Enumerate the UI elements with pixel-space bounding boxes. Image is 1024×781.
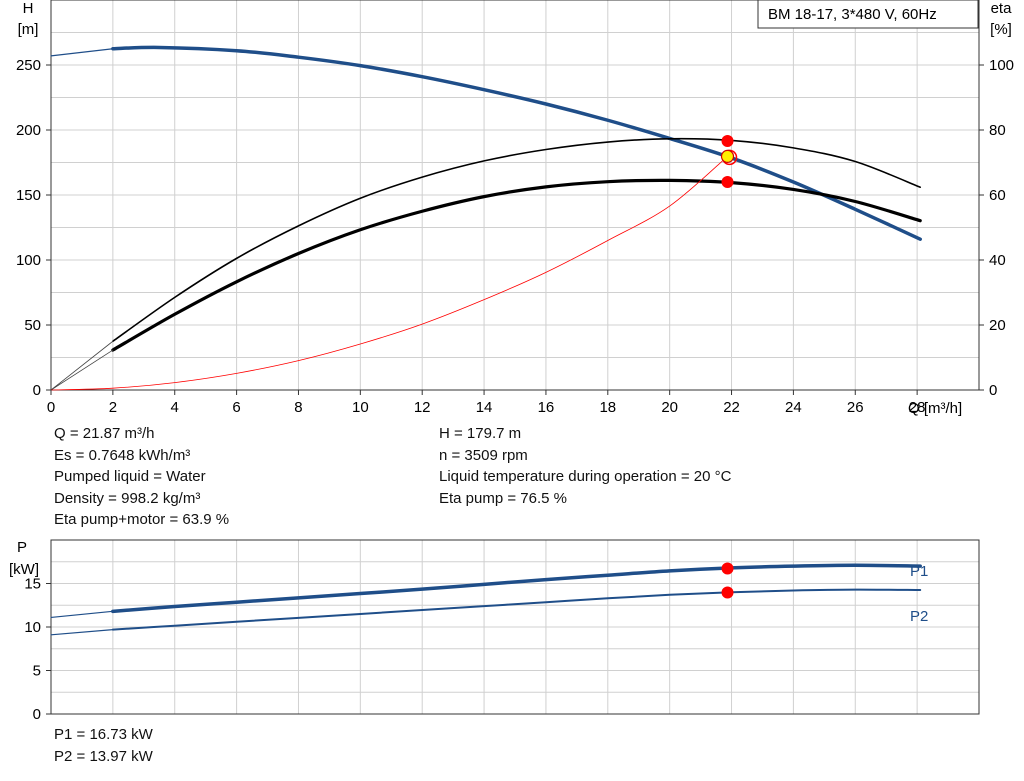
eta-tick-label: 0	[989, 382, 997, 399]
x-tick-label: 16	[538, 399, 555, 416]
x-tick-label: 24	[785, 399, 802, 416]
eta-total-extension	[50, 340, 114, 391]
title-box	[757, 0, 979, 29]
x-tick-label: 10	[352, 399, 369, 416]
head-axis-label-line1: H	[23, 0, 34, 17]
head-tick-label: 150	[16, 187, 41, 204]
top-chart-series	[50, 45, 922, 391]
p1-series-label: P1	[910, 563, 928, 580]
power-chart-series	[50, 563, 922, 636]
power-tick-label: 0	[33, 706, 41, 723]
info-flow: Q = 21.87 m³/h	[54, 425, 155, 442]
info-specific-energy: Es = 0.7648 kWh/m³	[54, 446, 191, 464]
x-tick-label: 18	[599, 399, 616, 416]
x-tick-label: 28	[909, 399, 926, 416]
p1-curve	[111, 563, 922, 614]
eta-total-curve	[112, 137, 922, 343]
power-operating-point-markers	[721, 562, 734, 599]
x-tick-label: 20	[661, 399, 678, 416]
eta-tick-label: 40	[989, 252, 1006, 269]
eta-axis-label-line2: [%]	[990, 21, 1012, 38]
info-left-list: Q = 21.87 m³/h Es = 0.7648 kWh/m³ Pumped…	[54, 423, 229, 531]
head-axis-label-line2: [m]	[18, 21, 39, 38]
head-curve-extension	[50, 48, 114, 57]
head-tick-label: 50	[24, 317, 41, 334]
head-curve	[111, 45, 922, 241]
head-tick-label: 0	[33, 382, 41, 399]
info-pumped-liquid: Pumped liquid = Water	[54, 468, 206, 485]
power-tick-label: 5	[33, 663, 41, 680]
info-liquid-temperature: Liquid temperature during operation = 20…	[439, 468, 732, 485]
power-axis-label-line2: [kW]	[9, 561, 39, 578]
head-tick-label: 250	[16, 57, 41, 74]
operating-point-markers	[720, 135, 738, 188]
info-density: Density = 998.2 kg/m³	[54, 489, 201, 507]
eta-pump-motor-curve	[111, 178, 922, 352]
eta-pump-duty-point	[721, 135, 734, 148]
info-p2: P2 = 13.97 kW	[54, 747, 153, 765]
flow-axis-label: Q [m³/h]	[908, 400, 962, 417]
x-tick-label: 26	[847, 399, 864, 416]
info-power-list: P1 = 16.73 kW P2 = 13.97 kW	[54, 724, 153, 767]
x-tick-label: 6	[232, 399, 240, 416]
head-tick-label: 200	[16, 122, 41, 139]
top-chart-tick-labels: 0 2 4 6 8 10 12 14 16 18 20 22 24 26 28050100150200250…	[16, 57, 1014, 416]
eta-tick-label: 100	[989, 57, 1014, 74]
power-tick-label: 15	[24, 576, 41, 593]
top-chart-grid	[50, 0, 980, 391]
x-tick-label: 22	[723, 399, 740, 416]
power-chart-tick-labels: 0 5 10 15	[24, 576, 51, 723]
p2-duty-point	[721, 586, 734, 599]
power-tick-label: 10	[24, 619, 41, 636]
info-right-list: H = 179.7 m n = 3509 rpm Liquid temperat…	[439, 423, 731, 509]
system-curve	[50, 155, 728, 391]
p2-curve	[111, 588, 922, 631]
x-tick-label: 12	[414, 399, 431, 416]
info-p1: P1 = 16.73 kW	[54, 726, 153, 743]
info-eta-pump: Eta pump = 76.5 %	[439, 489, 567, 507]
p2-series-label: P2	[910, 608, 928, 625]
head-tick-label: 100	[16, 252, 41, 269]
p1-curve-extension	[50, 610, 114, 619]
power-axis-label-line1: P	[17, 539, 27, 556]
eta-pump-motor-duty-point	[721, 176, 734, 188]
eta-pump-motor-extension	[50, 349, 114, 391]
info-head: H = 179.7 m	[439, 425, 522, 442]
p1-duty-point	[721, 562, 734, 575]
x-tick-label: 0	[47, 399, 55, 416]
eta-axis-label-line1: eta	[991, 0, 1013, 17]
chart-title: BM 18-17, 3*480 V, 60Hz	[768, 6, 937, 23]
x-tick-label: 8	[294, 399, 302, 416]
x-tick-label: 2	[109, 399, 117, 416]
eta-tick-label: 60	[989, 187, 1006, 204]
info-speed: n = 3509 rpm	[439, 446, 528, 464]
p2-curve-extension	[50, 629, 114, 636]
head-duty-point	[720, 149, 735, 163]
info-eta-pump-motor: Eta pump+motor = 63.9 %	[54, 511, 230, 528]
eta-tick-label: 20	[989, 317, 1006, 334]
eta-tick-label: 80	[989, 122, 1006, 139]
x-tick-label: 14	[476, 399, 493, 416]
x-tick-label: 4	[171, 399, 179, 416]
